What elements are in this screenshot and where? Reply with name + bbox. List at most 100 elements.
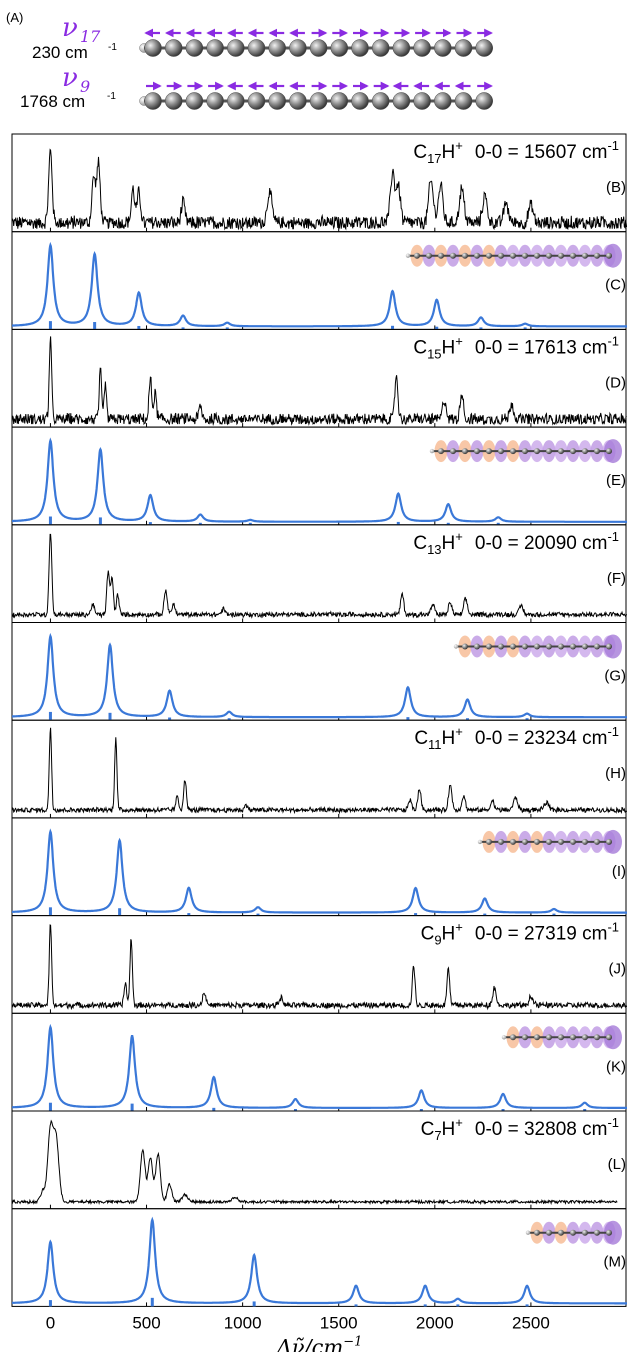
carbon-chain-nu9 xyxy=(139,81,493,110)
stick-line xyxy=(552,913,556,916)
stick-line xyxy=(93,322,97,330)
carbon-atom xyxy=(227,92,245,110)
x-tick-label: 2500 xyxy=(512,1313,550,1332)
carbon-atom xyxy=(164,92,183,110)
stick-line xyxy=(48,907,52,916)
spectra-panels: C17H+ 0-0 = 15607 cm-1 (B) (C) C15H+ 0-0 = 17… xyxy=(11,133,627,1307)
panel-label: (J) xyxy=(609,961,627,978)
stick-line xyxy=(496,522,500,525)
molecule-label: C13H+ 0-0 = 20090 cm-1 xyxy=(413,529,619,557)
panel-frame xyxy=(11,1208,627,1307)
carbon-atom xyxy=(206,92,224,110)
x-tick-label: 1500 xyxy=(320,1313,358,1332)
molecule-label: C9H+ 0-0 = 27319 cm-1 xyxy=(421,920,619,948)
carbon-atom xyxy=(330,39,349,57)
mode-nu9: ν 9 1768 cm -1 xyxy=(20,63,493,111)
carbon-atom xyxy=(206,39,224,57)
stick-line xyxy=(419,1109,423,1111)
experimental-spectrum-line xyxy=(11,148,627,231)
stick-line xyxy=(181,327,185,330)
simulated-spectrum-line xyxy=(12,1216,627,1305)
stick-line xyxy=(583,1109,587,1111)
panel-label-a: (A) xyxy=(6,10,23,25)
panel-label: (D) xyxy=(605,374,626,391)
experimental-spectrum-line xyxy=(11,533,627,619)
carbon-atom xyxy=(413,39,431,57)
panel-label: (C) xyxy=(605,277,626,294)
molecule-label: C15H+ 0-0 = 17613 cm-1 xyxy=(413,333,619,361)
carbon-atom xyxy=(144,92,162,110)
mode-symbol: ν xyxy=(62,13,78,43)
carbon-atom xyxy=(475,39,493,57)
stick-line xyxy=(212,1107,216,1111)
carbon-atom xyxy=(268,39,286,57)
carbon-chain-nu17 xyxy=(139,28,493,57)
panel-label: (E) xyxy=(606,472,626,489)
stick-line xyxy=(256,913,260,916)
molecule-label: C17H+ 0-0 = 15607 cm-1 xyxy=(413,138,619,166)
stick-line xyxy=(465,718,469,721)
panel-label: (M) xyxy=(604,1254,627,1271)
carbon-atom xyxy=(185,92,204,110)
x-tick-label: 500 xyxy=(132,1313,160,1332)
panel-label: (H) xyxy=(605,765,626,782)
stick-line xyxy=(523,327,527,330)
stick-line xyxy=(396,521,400,525)
stick-line xyxy=(108,712,112,721)
stick-line xyxy=(435,326,439,330)
x-axis: 0 500 1000 1500 2000 2500 Δν̃/cm−1 xyxy=(46,1313,550,1357)
carbon-atom xyxy=(185,39,204,57)
stick-line xyxy=(137,325,141,330)
panel-label: (L) xyxy=(608,1156,626,1173)
stick-line xyxy=(293,1109,297,1111)
stick-line xyxy=(446,522,450,525)
panel-label: (F) xyxy=(607,570,626,587)
carbon-atom xyxy=(475,92,493,110)
stick-line xyxy=(525,1304,529,1307)
carbon-atom xyxy=(351,39,369,57)
x-tick-label: 0 xyxy=(46,1313,55,1332)
spectrum-panel-k: (K) xyxy=(11,1012,627,1112)
spectrum-panel-l: C7H+ 0-0 = 32808 cm-1 (L) xyxy=(11,1110,627,1210)
simulated-spectrum-line xyxy=(12,241,627,328)
carbon-atom xyxy=(434,92,452,110)
stick-line xyxy=(130,1103,134,1111)
stick-line xyxy=(150,1297,154,1307)
experimental-spectrum-line xyxy=(11,924,627,1011)
spectrum-panel-h: C11H+ 0-0 = 23234 cm-1 (H) xyxy=(11,719,627,819)
x-axis-label: Δν̃/cm−1 xyxy=(276,1334,363,1352)
molecule-label: C11H+ 0-0 = 23234 cm-1 xyxy=(414,724,619,752)
spectrum-panel-g: (G) xyxy=(11,622,627,721)
x-tick-label: 1000 xyxy=(224,1313,262,1332)
mode-symbol: ν xyxy=(62,63,78,93)
stick-line xyxy=(406,717,410,721)
simulated-spectrum-line xyxy=(12,828,627,914)
stick-line xyxy=(391,325,395,330)
stick-line xyxy=(48,516,52,525)
mode-frequency: 230 cm xyxy=(32,43,88,62)
stick-line xyxy=(48,1102,52,1111)
carbon-atom xyxy=(454,92,473,110)
experimental-spectrum-line xyxy=(11,1119,618,1206)
mode-unit-exponent: -1 xyxy=(107,91,116,102)
spectrum-panel-m: (M) xyxy=(11,1208,627,1307)
stick-line xyxy=(414,913,418,916)
carbon-atom xyxy=(371,92,390,110)
carbon-atom xyxy=(309,39,328,57)
stick-line xyxy=(98,517,102,525)
spectrum-panel-f: C13H+ 0-0 = 20090 cm-1 (F) xyxy=(11,524,627,623)
carbon-atom xyxy=(164,39,183,57)
stick-line xyxy=(248,522,252,525)
stick-line xyxy=(198,522,202,525)
orbital-illustration-icon xyxy=(453,634,622,659)
carbon-atom xyxy=(247,92,266,110)
stick-line xyxy=(501,1109,505,1111)
stick-line xyxy=(48,711,52,721)
carbon-atom xyxy=(454,39,473,57)
stick-line xyxy=(456,1304,460,1307)
carbon-atom xyxy=(227,39,245,57)
spectrum-panel-j: C9H+ 0-0 = 27319 cm-1 (J) xyxy=(11,915,627,1014)
carbon-atom xyxy=(434,39,452,57)
carbon-atom xyxy=(330,92,349,110)
spectrum-panel-b: C17H+ 0-0 = 15607 cm-1 (B) xyxy=(11,133,627,233)
